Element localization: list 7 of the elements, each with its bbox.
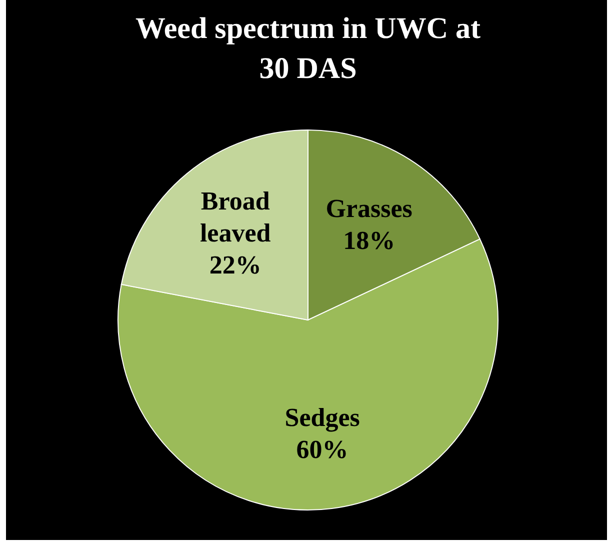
slice-label: Sedges bbox=[284, 403, 360, 432]
slice-label: Broad leaved bbox=[200, 186, 272, 248]
slice-label: Grasses bbox=[326, 194, 412, 223]
data-label: 22% bbox=[209, 250, 262, 280]
data-label: 18% bbox=[343, 226, 396, 255]
data-label: 60% bbox=[296, 435, 348, 464]
chart-title: Weed spectrum in UWC at 30 DAS bbox=[136, 12, 480, 85]
